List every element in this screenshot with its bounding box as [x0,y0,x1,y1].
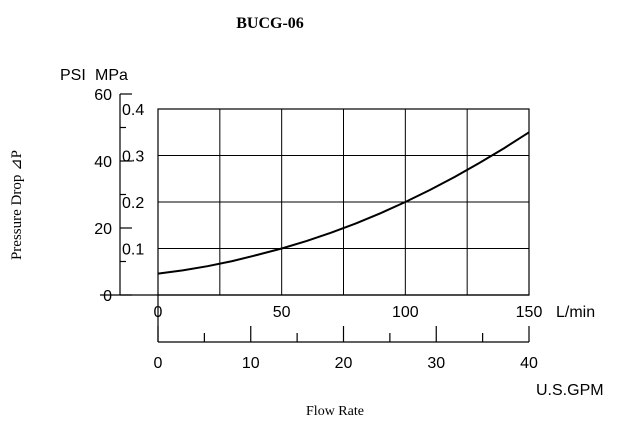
gpm-tick-label: 10 [242,355,260,372]
mpa-axis: 0.1 0.2 0.3 0.4 [122,102,144,259]
psi-tick-label: 40 [94,154,112,171]
gpm-axis: 0 10 20 30 40 [154,295,538,372]
gpm-tick-label: 40 [520,355,538,372]
psi-tick-label: 60 [94,87,112,104]
mpa-tick-label: 0.1 [122,242,144,259]
y-axis-title: Pressure Drop ⊿P [9,150,25,260]
psi-tick-label: 20 [94,221,112,238]
mpa-tick-label: 0.4 [122,102,144,119]
mpa-tick-label: 0.3 [122,149,144,166]
lmin-tick-label: 100 [392,304,419,321]
pressure-drop-curve [157,131,530,275]
lmin-tick-label: 150 [516,304,543,321]
mpa-unit-label: MPa [95,67,128,84]
chart-title: BUCG-06 [236,15,304,32]
grid [158,109,529,295]
lmin-unit-label: L/min [556,304,595,321]
gpm-tick-label: 0 [154,355,163,372]
gpm-tick-label: 20 [335,355,353,372]
psi-tick-label: 0 [103,288,112,305]
x-axis-title: Flow Rate [306,404,364,419]
gpm-tick-label: 30 [427,355,445,372]
psi-unit-label: PSI [60,67,86,84]
mpa-tick-label: 0.2 [122,195,144,212]
gpm-unit-label: U.S.GPM [536,382,604,399]
lmin-tick-label: 50 [273,304,291,321]
